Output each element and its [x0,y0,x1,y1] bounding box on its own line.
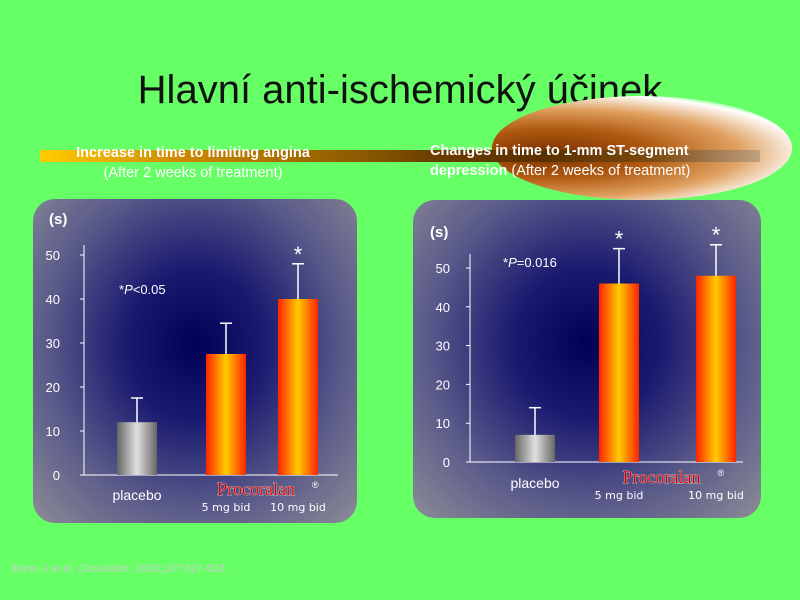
y-tick-label: 10 [436,416,450,431]
panel2-heading: Changes in time to 1-mm ST-segment depre… [430,141,690,181]
decorative-ribbon [40,150,760,162]
y-tick-label: 40 [46,292,60,307]
significance-marker: * [294,242,303,267]
p-value-annotation: *P<0.05 [119,282,166,297]
bar-placebo [117,422,157,475]
y-tick-label: 50 [436,261,450,276]
chart-panel-angina: (s) 0 10 20 30 40 50 * placebo 5 mg bid 10 mg bid P… [33,199,357,523]
citation: Borer J et al. Circulation. 2003;107:817… [12,563,228,575]
bar-5-mg-bid [599,283,639,462]
y-tick-label: 20 [436,377,450,392]
registered-mark: ® [312,480,319,490]
category-label-placebo: placebo [112,487,161,503]
category-label-5mg: 5 mg bid [595,489,644,502]
registered-mark: ® [718,468,725,478]
p-value-annotation: *P=0.016 [503,255,557,270]
y-tick-label: 40 [436,300,450,315]
citation-authors: Borer J et al. [12,563,78,575]
y-axis-label: (s) [430,224,448,241]
category-label-5mg: 5 mg bid [202,501,251,514]
chart-panel-st-depression: (s) 0 10 20 30 40 50 * * placebo 5 mg bid 10 mg bid… [413,200,761,518]
brand-label: Procoralan [623,467,701,487]
bar-5-mg-bid [206,354,246,475]
y-axis-label: (s) [49,211,67,228]
significance-marker: * [712,223,721,248]
chart-angina: (s) 0 10 20 30 40 50 * placebo 5 mg bid 10 mg bid P… [46,211,338,514]
panel1-heading-paren: (After 2 weeks of treatment) [103,165,283,181]
category-label-10mg: 10 mg bid [688,489,744,502]
panel2-heading-paren: (After 2 weeks of treatment) [511,163,691,179]
y-tick-label: 30 [436,339,450,354]
bar-placebo [515,434,555,462]
bar-10-mg-bid [278,299,318,475]
category-label-placebo: placebo [510,475,559,491]
decorative-flare [492,96,792,200]
y-tick-label: 20 [46,380,60,395]
category-label-10mg: 10 mg bid [270,501,326,514]
panel1-heading-bold: Increase in time to limiting angina [76,145,310,161]
bar-10-mg-bid [696,275,736,462]
citation-journal: Circulation [77,563,130,575]
y-tick-label: 0 [53,468,60,483]
brand-label: Procoralan [217,479,295,499]
chart-st-depression: (s) 0 10 20 30 40 50 * * placebo 5 mg bid 10 mg bid… [430,223,744,502]
y-tick-label: 10 [46,424,60,439]
y-tick-label: 0 [443,455,450,470]
panel2-heading-bold: Changes in time to 1-mm ST-segment [430,143,689,159]
y-tick-label: 30 [46,336,60,351]
citation-ref: . 2003;107:817-823. [129,563,228,575]
y-tick-label: 50 [46,248,60,263]
panel1-heading: Increase in time to limiting angina (Aft… [48,143,338,183]
panel2-heading-bold2: depression [430,163,508,179]
significance-marker: * [615,227,624,252]
